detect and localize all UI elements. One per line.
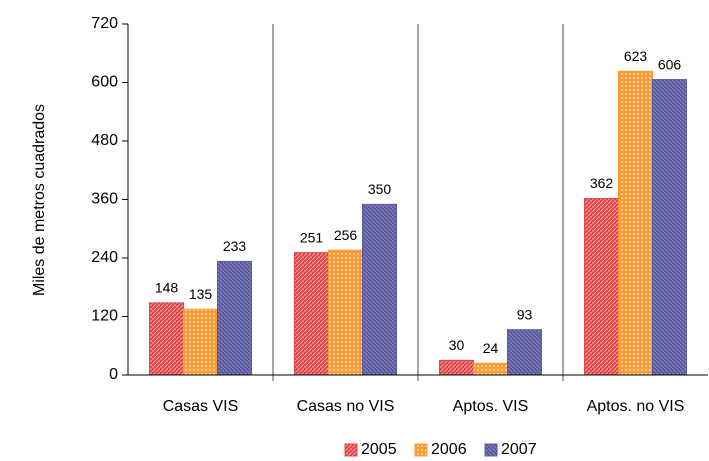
y-tick-label: 720: [91, 15, 118, 32]
data-label: 256: [334, 227, 358, 243]
data-label: 362: [590, 175, 614, 191]
x-tick-label: Aptos. VIS: [453, 398, 529, 415]
legend-swatch: [344, 443, 358, 457]
data-label: 623: [624, 48, 648, 64]
legend-swatch: [414, 443, 428, 457]
bar: [652, 79, 687, 376]
y-tick-label: 360: [91, 191, 118, 208]
data-label: 606: [658, 56, 682, 72]
data-label: 148: [155, 280, 179, 296]
data-label: 93: [517, 306, 533, 322]
data-label: 30: [449, 337, 465, 353]
data-label: 350: [368, 181, 392, 197]
bar: [439, 359, 474, 376]
data-label: 233: [223, 238, 247, 254]
data-label: 24: [483, 340, 499, 356]
y-tick-label: 240: [91, 249, 118, 266]
legend-label: 2006: [431, 441, 467, 458]
bar: [217, 260, 252, 376]
y-tick-label: 120: [91, 308, 118, 325]
x-tick-label: Casas VIS: [163, 398, 239, 415]
legend-swatch: [484, 443, 498, 457]
bar: [149, 302, 184, 376]
bar: [362, 203, 397, 376]
data-label: 135: [189, 286, 213, 302]
bar: [473, 362, 508, 376]
legend-label: 2005: [361, 441, 397, 458]
legend-label: 2007: [501, 441, 537, 458]
bar: [507, 329, 542, 376]
y-tick-label: 600: [91, 74, 118, 91]
y-tick-label: 0: [109, 366, 118, 383]
bar: [294, 252, 329, 376]
x-tick-label: Casas no VIS: [297, 398, 395, 415]
data-label: 251: [300, 229, 324, 245]
bar: [618, 70, 653, 376]
bar: [328, 249, 363, 376]
x-tick-label: Aptos. no VIS: [587, 398, 685, 415]
y-axis-label: Miles de metros cuadrados: [31, 104, 48, 296]
y-tick-label: 480: [91, 132, 118, 149]
bar: [183, 308, 218, 376]
bar: [584, 198, 619, 376]
